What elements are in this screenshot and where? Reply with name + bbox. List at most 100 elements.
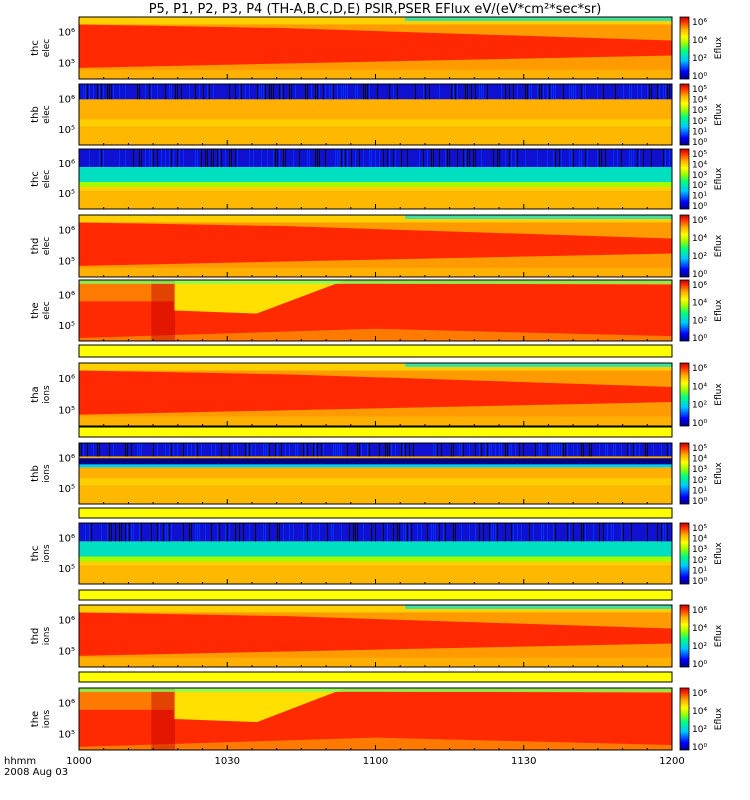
colorbar-tick-label: 10⁶ — [692, 689, 707, 699]
panel-probe-label: thc — [30, 171, 41, 187]
time-units-label: hhmm — [4, 756, 37, 767]
band-cyan — [79, 541, 672, 557]
spectrum-high-energy — [79, 363, 672, 371]
panel-ylabel: tha ions 10⁶ 10⁵ — [30, 374, 75, 417]
energy-tick-label: 10⁶ — [58, 28, 75, 39]
energy-tick-label: 10⁵ — [58, 59, 75, 70]
colorbar-label: Eflux — [714, 103, 724, 126]
data-gap-stripe — [151, 280, 176, 341]
band-mid — [79, 478, 672, 486]
panel-ylabel: the elec 10⁶ 10⁵ — [30, 290, 75, 332]
time-axis: 1000 1030 1100 1130 1200 — [66, 756, 684, 767]
band-mid — [79, 119, 672, 127]
energy-tick-label: 10⁵ — [58, 189, 75, 200]
colorbar-scale — [679, 279, 690, 342]
empty-panel-separator — [78, 344, 673, 358]
panel-species-label: elec — [42, 170, 52, 189]
colorbar-tick-label: 10² — [692, 401, 707, 411]
energy-tick-label: 10⁶ — [58, 616, 75, 627]
panel-species-label: ions — [42, 709, 52, 728]
energy-tick-label: 10⁵ — [58, 564, 75, 575]
panel-species-label: elec — [42, 105, 52, 124]
flux-core — [79, 370, 672, 415]
colorbar-tick-label: 10⁴ — [692, 535, 707, 545]
colorbar-label: Eflux — [714, 36, 724, 59]
colorbar-tick-label: 10² — [692, 117, 707, 127]
panel-probe-label: thc — [30, 40, 41, 56]
panel-probe-label: thd — [30, 628, 41, 645]
energy-tick-label: 10⁵ — [58, 125, 75, 136]
date-label: 2008 Aug 03 — [4, 767, 69, 778]
time-axis-footer: hhmm 2008 Aug 03 — [4, 756, 68, 778]
panel-species-label: ions — [42, 626, 52, 645]
time-tick-label: 1100 — [363, 756, 388, 767]
colorbar-tick-label: 10² — [692, 181, 707, 191]
colorbar-tick-label: 10⁰ — [692, 138, 707, 148]
colorbar-tick-label: 10³ — [692, 545, 707, 555]
colorbar-scale — [679, 604, 690, 668]
colorbar-tick-label: 10⁰ — [692, 72, 707, 82]
flux-dropout — [173, 280, 346, 314]
colorbar-tick-label: 10⁶ — [692, 216, 707, 226]
colorbar-tick-label: 10⁵ — [692, 444, 707, 454]
colorbar-label: Eflux — [714, 234, 724, 257]
colorbar-tick-label: 10⁴ — [692, 707, 707, 717]
colorbar-tick-label: 10⁶ — [692, 281, 707, 291]
colorbar-tick-label: 10¹ — [692, 566, 707, 576]
band-green — [79, 182, 672, 187]
colorbar-tick-label: 10¹ — [692, 486, 707, 496]
colorbar-tick-label: 10² — [692, 54, 707, 64]
flux-core — [79, 222, 672, 266]
energy-tick-label: 10⁵ — [58, 321, 75, 332]
colorbar-scale — [679, 687, 690, 751]
colorbar-scale — [679, 16, 690, 80]
panel-species-label: elec — [42, 237, 52, 256]
colorbar-label: Eflux — [714, 383, 724, 406]
panel-ylabel: thb ions 10⁶ 10⁵ — [30, 453, 75, 495]
energy-tick-label: 10⁶ — [58, 290, 75, 301]
band-mid — [79, 558, 672, 566]
energy-tick-label: 10⁶ — [58, 699, 75, 710]
panel-the-elec — [78, 279, 673, 342]
colorbar-scale — [679, 214, 690, 278]
colorbar-tick-label: 10² — [692, 642, 707, 652]
band-cyan — [79, 167, 672, 182]
colorbar-label: Eflux — [714, 707, 724, 730]
time-tick-label: 1200 — [659, 756, 684, 767]
band-green — [79, 556, 672, 562]
spectrum-high-energy — [79, 17, 672, 25]
panel-probe-label: thb — [30, 106, 41, 123]
fringe — [405, 215, 672, 219]
colorbar-tick-label: 10⁴ — [692, 455, 707, 465]
colorbar-tick-label: 10¹ — [692, 192, 707, 202]
colorbar-tick-label: 10⁶ — [692, 364, 707, 374]
energy-tick-label: 10⁶ — [58, 453, 75, 464]
colorbar-scale — [679, 442, 690, 505]
colorbar-scale — [679, 148, 690, 210]
time-tick-label: 1030 — [215, 756, 240, 767]
data-gap-stripe — [151, 688, 176, 750]
flux-core — [79, 24, 672, 68]
energy-tick-label: 10⁵ — [58, 484, 75, 495]
colorbar-tick-label: 10⁰ — [692, 270, 707, 280]
colorbar-tick-label: 10⁴ — [692, 96, 707, 106]
noise-streaks — [79, 523, 668, 542]
panel-probe-label: thd — [30, 238, 41, 255]
colorbar-label: Eflux — [714, 167, 724, 190]
colorbar-scale — [679, 362, 690, 427]
colorbar-scale — [679, 522, 690, 585]
colorbar-tick-label: 10⁰ — [692, 334, 707, 344]
panel-probe-label: thc — [30, 546, 41, 562]
colorbar-label: Eflux — [714, 462, 724, 485]
panel-ylabel: thc ions 10⁶ 10⁵ — [30, 533, 75, 575]
colorbar-tick-label: 10⁰ — [692, 419, 707, 429]
panel-ylabel: thd ions 10⁶ 10⁵ — [30, 616, 75, 658]
energy-tick-label: 10⁶ — [58, 533, 75, 544]
colorbar-tick-label: 10⁰ — [692, 577, 707, 587]
energy-tick-label: 10⁵ — [58, 257, 75, 268]
band-mid — [79, 183, 672, 191]
figure-title: P5, P1, P2, P3, P4 (TH-A,B,C,D,E) PSIR,P… — [148, 2, 602, 17]
panel-ylabel: thc elec 10⁶ 10⁵ — [30, 28, 75, 70]
